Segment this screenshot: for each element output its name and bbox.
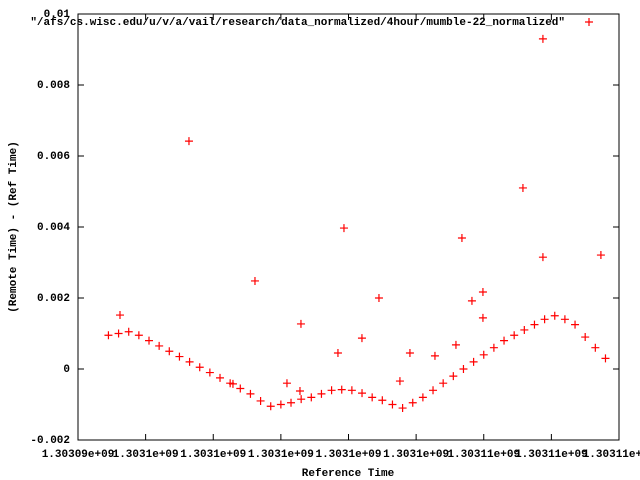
data-point — [418, 393, 427, 402]
data-point — [333, 349, 342, 358]
data-point — [540, 315, 549, 324]
data-point — [295, 387, 304, 396]
data-point — [124, 327, 133, 336]
data-point — [358, 389, 367, 398]
data-point — [266, 402, 275, 411]
data-point — [205, 368, 214, 377]
data-point — [236, 384, 245, 393]
legend-label: "/afs/cs.wisc.edu/u/v/a/vail/research/da… — [30, 17, 565, 29]
y-tick-label: 0.006 — [37, 151, 70, 163]
data-point — [287, 398, 296, 407]
y-tick-label: -0.002 — [30, 435, 70, 447]
data-point — [256, 396, 265, 405]
data-point — [317, 389, 326, 398]
x-tick-label: 1.30309e+09 — [42, 449, 115, 461]
x-tick-label: 1.3031e+09 — [248, 449, 314, 461]
y-tick-label: 0.008 — [37, 80, 70, 92]
plot-border — [77, 13, 620, 441]
data-point — [571, 320, 580, 329]
data-point — [339, 224, 348, 233]
data-point — [596, 251, 605, 260]
x-axis-label: Reference Time — [302, 468, 395, 480]
data-point — [518, 183, 527, 192]
data-point — [581, 333, 590, 342]
data-point — [405, 349, 414, 358]
y-tick-label: 0.004 — [37, 222, 70, 234]
data-point — [246, 389, 255, 398]
data-point — [388, 400, 397, 409]
legend-marker — [585, 18, 593, 26]
y-tick-label: 0 — [63, 364, 70, 376]
x-tick-label: 1.3031e+09 — [383, 449, 449, 461]
data-point — [145, 336, 154, 345]
data-point — [175, 352, 184, 361]
data-point — [560, 315, 569, 324]
data-point — [467, 296, 476, 305]
data-point — [378, 396, 387, 405]
data-point — [479, 350, 488, 359]
data-point — [520, 325, 529, 334]
data-point — [347, 386, 356, 395]
data-point — [357, 334, 366, 343]
data-point — [459, 365, 468, 373]
data-point — [114, 329, 123, 338]
data-point — [184, 137, 193, 146]
x-tick-label: 1.30311e+09 — [515, 449, 588, 461]
data-point — [429, 386, 438, 395]
data-point — [296, 319, 305, 328]
data-point — [395, 377, 404, 386]
data-point — [451, 340, 460, 349]
x-tick-label: 1.3031e+09 — [180, 449, 246, 461]
data-point — [478, 313, 487, 322]
data-point — [408, 398, 417, 407]
data-point — [478, 287, 487, 296]
data-point — [276, 400, 285, 409]
x-tick-label: 1.30311e+09 — [583, 449, 640, 461]
data-point — [115, 311, 124, 320]
y-tick-label: 0.01 — [44, 9, 71, 21]
data-point — [185, 357, 194, 366]
data-point — [538, 253, 547, 262]
x-tick-label: 1.30311e+09 — [447, 449, 520, 461]
data-point — [538, 34, 547, 43]
x-tick-label: 1.3031e+09 — [113, 449, 179, 461]
data-point — [165, 347, 174, 356]
data-point — [439, 379, 448, 388]
data-point — [250, 276, 259, 285]
data-point — [489, 343, 498, 352]
data-point — [216, 373, 225, 382]
data-point — [398, 404, 407, 413]
data-point — [449, 372, 458, 381]
y-tick-label: 0.002 — [37, 293, 70, 305]
data-point — [307, 393, 316, 402]
data-point — [327, 386, 336, 395]
data-point — [510, 331, 519, 340]
data-point — [550, 311, 559, 320]
data-point — [104, 331, 113, 340]
y-axis-label: (Remote Time) - (Ref Time) — [8, 141, 20, 313]
x-tick-label: 1.3031e+09 — [315, 449, 381, 461]
data-point — [430, 351, 439, 360]
data-point — [228, 379, 237, 388]
data-point — [469, 357, 478, 366]
data-point — [195, 363, 204, 372]
data-point — [591, 343, 600, 352]
data-point — [282, 379, 291, 388]
data-point — [457, 234, 466, 243]
data-point — [368, 393, 377, 402]
data-point — [530, 320, 539, 329]
data-point — [134, 331, 143, 340]
data-point — [500, 336, 509, 345]
data-point — [337, 385, 346, 394]
data-point — [374, 294, 383, 302]
data-point — [601, 354, 610, 363]
data-point — [297, 395, 306, 404]
data-point — [155, 341, 164, 350]
